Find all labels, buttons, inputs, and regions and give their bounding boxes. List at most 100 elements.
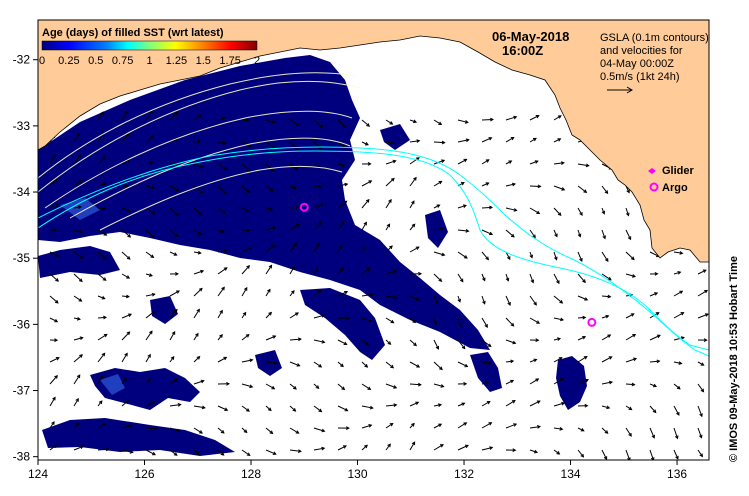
velocity-arrow — [457, 361, 469, 368]
velocity-arrow — [337, 119, 347, 128]
cyan-contours — [38, 146, 709, 357]
velocity-arrow — [217, 141, 227, 145]
velocity-arrow — [457, 381, 468, 386]
velocity-arrow — [481, 117, 494, 122]
velocity-arrow — [361, 119, 371, 127]
velocity-arrow — [49, 396, 56, 407]
velocity-arrow — [145, 251, 155, 259]
velocity-arrow — [625, 229, 632, 241]
colorbar-ticks: 0 0.25 0.5 0.75 1 1.25 1.5 1.75 2 — [39, 55, 260, 67]
velocity-arrow — [481, 446, 494, 451]
velocity-arrow — [601, 314, 610, 319]
velocity-arrow — [433, 140, 446, 145]
colorbar-tick-label: 0.25 — [58, 55, 79, 67]
velocity-arrow — [265, 427, 274, 435]
velocity-arrow — [241, 185, 251, 194]
velocity-arrow — [553, 273, 560, 285]
velocity-arrow — [505, 115, 518, 121]
velocity-arrow — [505, 423, 518, 429]
velocity-arrow — [145, 161, 154, 165]
velocity-arrow — [145, 353, 151, 363]
velocity-arrow — [265, 226, 277, 231]
velocity-arrow — [361, 267, 371, 275]
velocity-arrow — [577, 335, 587, 341]
velocity-arrow — [505, 400, 516, 407]
velocity-arrow — [601, 405, 611, 410]
velocity-arrow — [169, 207, 179, 217]
velocity-arrow — [193, 427, 203, 434]
velocity-arrow — [169, 290, 180, 297]
velocity-arrow — [97, 251, 107, 261]
colorbar-tick-label: 1.5 — [196, 55, 211, 67]
velocity-arrow — [241, 207, 250, 212]
velocity-arrow — [505, 182, 517, 187]
velocity-arrow — [313, 289, 322, 297]
velocity-arrow — [265, 163, 275, 172]
velocity-arrow — [241, 265, 250, 275]
velocity-arrow — [97, 206, 107, 211]
velocity-arrow — [193, 250, 202, 255]
scale-arrow-icon — [607, 86, 633, 94]
y-tick-label: -37 — [13, 384, 31, 398]
velocity-arrow — [409, 295, 420, 301]
velocity-arrow — [361, 361, 369, 368]
x-tick-label: 132 — [454, 467, 474, 481]
velocity-arrow — [121, 313, 133, 319]
velocity-arrow — [73, 295, 83, 302]
velocity-arrow — [337, 316, 351, 321]
velocity-arrow — [241, 286, 248, 297]
velocity-arrow — [337, 383, 346, 391]
velocity-arrow — [433, 180, 443, 187]
velocity-arrow — [625, 333, 637, 341]
velocity-arrow — [673, 427, 679, 440]
velocity-arrow — [217, 309, 223, 319]
velocity-arrow — [697, 405, 703, 418]
velocity-arrow — [433, 339, 440, 350]
velocity-arrow — [121, 109, 128, 121]
velocity-arrow — [217, 116, 226, 121]
velocity-arrow — [433, 361, 443, 371]
velocity-arrow — [481, 400, 491, 407]
map-date: 06-May-2018 — [492, 29, 569, 44]
velocity-arrow — [73, 179, 83, 187]
velocity-arrow — [145, 310, 156, 319]
velocity-arrow — [265, 288, 271, 297]
velocity-arrow — [385, 403, 398, 407]
sst-patch-small-1 — [470, 352, 502, 392]
velocity-arrow — [529, 400, 541, 407]
colorbar-tick-label: 0.75 — [112, 55, 133, 67]
velocity-arrow — [337, 405, 349, 412]
velocity-arrow — [457, 273, 464, 283]
velocity-arrow — [265, 244, 276, 253]
velocity-arrow — [433, 159, 446, 165]
velocity-arrow — [433, 403, 443, 407]
velocity-arrow — [97, 182, 107, 187]
velocity-arrow — [577, 207, 583, 217]
velocity-arrow — [457, 444, 469, 451]
y-tick-label: -34 — [13, 185, 31, 199]
velocity-arrow — [457, 422, 468, 429]
velocity-arrow — [145, 185, 155, 190]
velocity-arrow — [313, 184, 323, 189]
velocity-arrow — [289, 449, 302, 453]
velocity-arrow — [385, 339, 392, 345]
velocity-arrow — [49, 421, 55, 429]
velocity-arrow — [433, 295, 439, 305]
velocity-arrow — [481, 295, 486, 305]
velocity-arrow — [49, 317, 59, 323]
velocity-arrow — [217, 356, 228, 363]
velocity-arrow — [481, 361, 493, 365]
velocity-arrow — [49, 374, 58, 385]
velocity-arrow — [697, 383, 705, 393]
velocity-arrow — [553, 185, 566, 191]
velocity-arrow — [193, 308, 200, 319]
velocity-arrow — [121, 331, 131, 341]
argo-legend-label: Argo — [662, 182, 688, 194]
velocity-arrow — [553, 161, 565, 165]
velocity-arrow — [361, 245, 367, 253]
velocity-arrow — [481, 273, 486, 282]
velocity-arrow — [625, 207, 630, 217]
map-time: 16:00Z — [502, 43, 543, 58]
velocity-arrow — [73, 397, 79, 407]
